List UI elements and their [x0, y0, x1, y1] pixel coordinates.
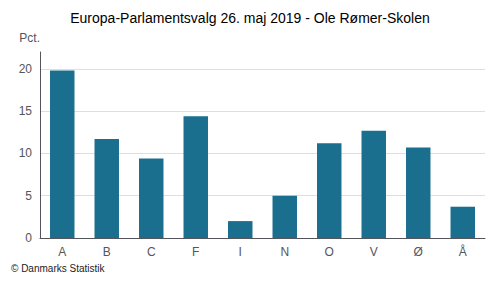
svg-text:Europa-Parlamentsvalg 26. maj: Europa-Parlamentsvalg 26. maj 2019 - Ole… — [70, 10, 430, 26]
svg-text:10: 10 — [19, 146, 33, 160]
svg-text:N: N — [280, 245, 289, 259]
svg-text:0: 0 — [25, 231, 32, 245]
svg-text:O: O — [325, 245, 334, 259]
svg-text:I: I — [239, 245, 242, 259]
svg-text:5: 5 — [25, 189, 32, 203]
svg-text:20: 20 — [19, 62, 33, 76]
svg-text:V: V — [370, 245, 378, 259]
svg-text:F: F — [192, 245, 199, 259]
svg-text:Pct.: Pct. — [19, 31, 40, 45]
svg-text:C: C — [147, 245, 156, 259]
svg-text:Ø: Ø — [414, 245, 423, 259]
svg-text:B: B — [103, 245, 111, 259]
svg-text:15: 15 — [19, 104, 33, 118]
svg-text:A: A — [58, 245, 66, 259]
svg-text:© Danmarks Statistik: © Danmarks Statistik — [11, 263, 106, 274]
svg-text:Å: Å — [459, 244, 467, 259]
